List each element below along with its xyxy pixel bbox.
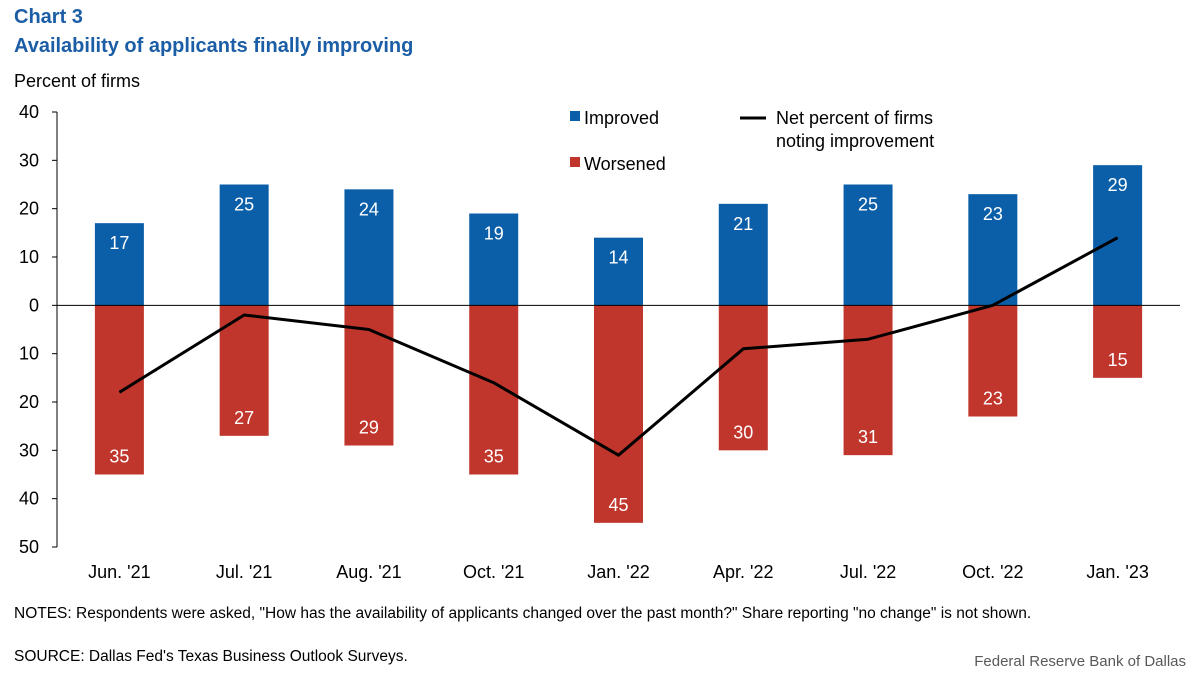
x-tick-label: Jul. '22 [840, 562, 896, 582]
bar-improved [344, 189, 394, 306]
data-label-improved: 24 [359, 199, 379, 219]
data-label-worsened: 30 [733, 422, 753, 442]
legend-net-label-line2: noting improvement [776, 131, 934, 151]
y-tick-label: 30 [19, 440, 39, 460]
x-tick-label: Jul. '21 [216, 562, 272, 582]
bar-worsened [594, 305, 643, 523]
legend-worsened-swatch [570, 157, 580, 167]
data-label-improved: 25 [858, 195, 878, 215]
y-tick-label: 50 [19, 537, 39, 557]
bars-group [94, 165, 1143, 523]
x-tick-label: Aug. '21 [336, 562, 402, 582]
data-label-improved: 21 [733, 214, 753, 234]
data-label-worsened: 35 [484, 447, 504, 467]
bar-improved [469, 213, 519, 306]
notes-text: NOTES: Respondents were asked, "How has … [14, 605, 1032, 622]
legend-improved-swatch [570, 111, 580, 121]
y-axis: 40 30 20 10 0 10 20 30 40 50 [19, 102, 58, 557]
y-tick-label: 10 [19, 344, 39, 364]
y-tick-label: 20 [19, 199, 39, 219]
x-tick-label: Jan. '23 [1086, 562, 1148, 582]
x-tick-label: Jun. '21 [88, 562, 150, 582]
bar-worsened [843, 305, 893, 456]
bar-worsened [1093, 305, 1143, 378]
bar-improved [219, 184, 269, 306]
y-tick-label: 0 [29, 295, 39, 315]
bar-worsened [469, 305, 519, 475]
legend: Improved Worsened Net percent of firms n… [570, 108, 934, 174]
data-label-worsened: 35 [109, 447, 129, 467]
bar-worsened [968, 305, 1018, 417]
bar-improved [968, 194, 1018, 306]
y-tick-label: 40 [19, 102, 39, 122]
net-line-group [118, 236, 1119, 457]
y-axis-label: Percent of firms [14, 71, 141, 91]
bar-improved [1093, 165, 1143, 306]
credit-text: Federal Reserve Bank of Dallas [974, 653, 1186, 670]
bar-improved [718, 203, 768, 306]
data-label-worsened: 31 [858, 427, 878, 447]
data-label-improved: 14 [608, 248, 628, 268]
bar-improved [94, 223, 144, 306]
y-tick-label: 10 [19, 247, 39, 267]
bar-improved [594, 237, 643, 306]
legend-net-label-line1: Net percent of firms [776, 108, 933, 128]
x-tick-label: Oct. '22 [962, 562, 1023, 582]
bar-worsened [718, 305, 768, 451]
data-label-worsened: 29 [359, 418, 379, 438]
data-label-improved: 17 [109, 233, 129, 253]
bar-worsened [94, 305, 144, 475]
data-label-worsened: 15 [1108, 350, 1128, 370]
x-tick-label: Jan. '22 [587, 562, 649, 582]
chart-number: Chart 3 [14, 6, 83, 28]
x-tick-label: Oct. '21 [463, 562, 524, 582]
source-text: SOURCE: Dallas Fed's Texas Business Outl… [14, 648, 408, 665]
y-tick-label: 40 [19, 489, 39, 509]
x-tick-label: Apr. '22 [713, 562, 773, 582]
bar-improved [843, 184, 893, 306]
data-label-improved: 23 [983, 204, 1003, 224]
y-tick-label: 20 [19, 392, 39, 412]
data-label-improved: 25 [234, 195, 254, 215]
data-label-improved: 29 [1108, 175, 1128, 195]
data-label-improved: 19 [484, 224, 504, 244]
chart-plot-area: 40 30 20 10 0 10 20 30 40 50 17 35 25 27 24 29 19 35 14 45… [19, 102, 1180, 582]
data-label-worsened: 23 [983, 389, 1003, 409]
net-line [118, 236, 1119, 457]
x-axis-labels: Jun. '21 Jul. '21 Aug. '21 Oct. '21 Jan. '22… [88, 562, 1149, 582]
data-label-worsened: 27 [234, 408, 254, 428]
legend-improved-label: Improved [584, 108, 659, 128]
bar-labels-group: 17 35 25 27 24 29 19 35 14 45 21 30 25 31 23 23 29 15 [109, 175, 1127, 515]
bar-worsened [219, 305, 269, 436]
legend-worsened-label: Worsened [584, 154, 666, 174]
y-tick-label: 30 [19, 150, 39, 170]
chart-title: Availability of applicants finally impro… [14, 35, 414, 57]
data-label-worsened: 45 [608, 495, 628, 515]
